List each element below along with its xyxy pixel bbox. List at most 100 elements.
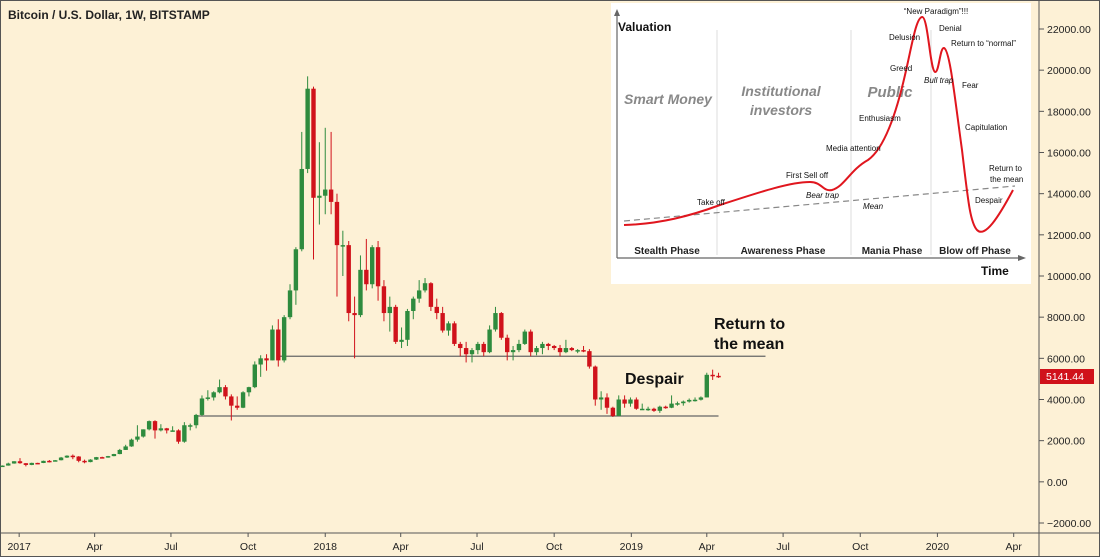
time-axis[interactable]: 2017 Apr Jul Oct 2018 Apr Jul Oct 2019 Apr Jul Oct 2… [7,533,1022,553]
candle-down [604,393,610,414]
candle-down [264,354,269,371]
candle-down [152,420,158,439]
candle-up [704,372,709,398]
candle-up [370,245,375,289]
price-axis[interactable]: 22000.00 20000.00 18000.00 16000.00 14000.00… [1039,24,1091,530]
x-tick-label: Oct [240,541,256,553]
candle-up [135,425,140,442]
candle-down [35,462,40,465]
x-tick-label: Oct [546,541,562,553]
candle-body [340,245,346,247]
candle-body [622,399,627,404]
x-tick-label: Jul [470,541,483,553]
label-return-mean-1: Return to [989,164,1022,173]
candle-up [510,345,516,361]
candle-body [704,374,709,398]
candle-body [657,406,663,411]
candle-body [346,245,351,314]
candle-down [593,365,598,406]
candle-down [557,344,563,357]
candle-down [352,296,357,359]
candle-down [328,131,334,215]
phase-awareness: Awareness Phase [741,246,826,257]
candle-up [0,465,5,468]
candle-body [129,439,134,447]
label-bear-trap: Bear trap [806,191,839,200]
annotation-return-to-mean-2: the mean [714,336,784,353]
y-tick-label: 18000.00 [1047,106,1091,118]
candle-up [681,400,686,406]
candle-body [587,351,592,367]
label-return-mean-2: the mean [990,175,1023,184]
candle-up [405,308,410,346]
candle-up [205,390,211,401]
group-public: Public [867,84,913,101]
x-tick-label: Apr [1006,541,1023,553]
candle-up [258,355,263,377]
candle-down [499,312,504,340]
inset-x-arrow-icon [1018,255,1026,261]
candle-up [399,327,404,349]
candle-up [669,395,674,409]
candle-body [276,329,281,361]
candle-body [663,406,668,409]
candle-body [334,201,340,246]
candle-up [6,462,11,466]
candle-up [446,321,451,336]
candle-body [581,350,586,352]
candle-down [393,304,398,344]
candle-body [299,168,304,250]
label-take-off: Take off [697,198,726,207]
candle-up [575,349,580,354]
x-tick-label: Apr [86,541,103,553]
candle-body [375,247,381,287]
support-lines [196,355,766,417]
candle-up [146,420,152,431]
candle-body [569,348,574,351]
candle-up [675,401,680,406]
candle-body [82,460,87,463]
y-tick-label: 8000.00 [1047,312,1085,324]
label-first-sell-off: First Sell off [786,171,829,180]
candle-body [76,456,81,461]
candle-body [88,459,93,463]
y-tick-label: 2000.00 [1047,436,1085,448]
candle-body [281,317,287,361]
candle-body [692,399,698,402]
candle-down [440,306,445,333]
candle-body [64,455,70,458]
y-tick-label: 20000.00 [1047,65,1091,77]
candle-down [70,454,76,460]
candle-body [516,343,522,351]
candle-body [58,457,64,461]
candle-body [164,428,169,431]
candle-body [698,397,704,400]
candle-up [53,460,58,462]
y-tick-label: 0.00 [1047,477,1068,489]
candle-down [481,341,486,357]
candle-up [64,455,70,458]
candle-down [505,334,510,361]
candle-up [657,405,663,413]
candle-down [23,463,29,467]
label-denial: Denial [939,24,962,33]
y-tick-label: 6000.00 [1047,353,1085,365]
candle-body [41,460,46,463]
y-tick-label: 22000.00 [1047,24,1091,36]
market-cycle-inset: Valuation Time Stealth Phase Awareness P… [611,3,1031,284]
candle-body [416,290,422,299]
candle-body [123,446,128,450]
inset-cycle-curve [623,15,1014,233]
candle-body [452,323,457,344]
candle-body [170,430,175,432]
candle-down [452,321,457,346]
candle-down [276,319,281,367]
candle-up [129,438,134,447]
candle-body [47,460,52,463]
candle-down [663,405,668,409]
candle-body [575,350,580,352]
candle-body [364,269,369,285]
candle-up [323,127,328,215]
candle-body [264,358,269,361]
